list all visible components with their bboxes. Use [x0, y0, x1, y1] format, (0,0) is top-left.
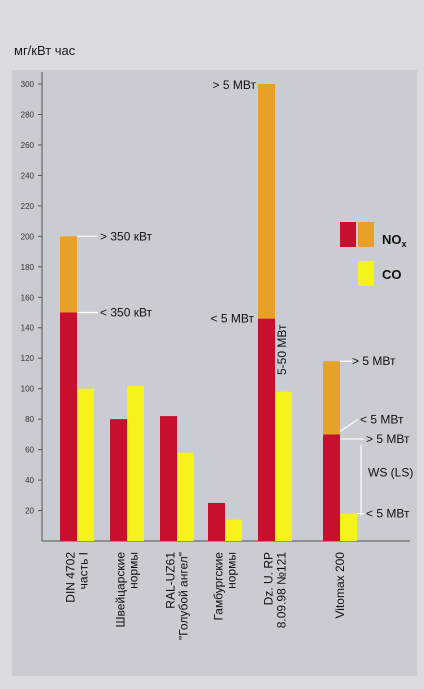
- y-tick-label: 80: [25, 415, 34, 424]
- y-tick-label: 140: [21, 324, 35, 333]
- category-label: RAL-UZ61: [164, 552, 178, 609]
- legend-label-nox: NOx: [382, 232, 407, 249]
- category-label: Vitomax 200: [333, 552, 347, 619]
- y-tick-label: 280: [21, 110, 35, 119]
- y-tick-label: 60: [25, 446, 34, 455]
- bar-co: [127, 385, 144, 541]
- y-tick-label: 20: [25, 507, 34, 516]
- bar-co: [340, 513, 357, 541]
- legend-label-nox-sub: x: [402, 239, 407, 249]
- y-axis-label: мг/кВт час: [14, 43, 76, 58]
- y-tick-label: 220: [21, 202, 35, 211]
- legend-swatch-co: [358, 261, 374, 286]
- y-tick-label: 260: [21, 141, 35, 150]
- annotation-label: < 5 МВт: [366, 507, 410, 521]
- y-tick-label: 300: [21, 80, 35, 89]
- bar-nox-upper: [60, 236, 77, 313]
- y-tick-label: 120: [21, 354, 35, 363]
- y-tick-label: 180: [21, 263, 35, 272]
- legend-swatch-nox-red: [340, 222, 356, 247]
- bar-nox-lower: [160, 416, 177, 541]
- annotation-label: > 5 МВт: [352, 354, 396, 368]
- bar-nox-lower: [110, 419, 127, 541]
- bar-co: [177, 452, 194, 541]
- y-tick-label: 200: [21, 232, 35, 241]
- annotation-label: < 350 кВт: [100, 306, 153, 320]
- legend-label-nox-main: NO: [382, 232, 402, 247]
- category-label: Dz. U. RP: [262, 552, 276, 605]
- category-label: Гамбургские: [212, 552, 226, 621]
- y-tick-label: 160: [21, 293, 35, 302]
- category-label: Швейцарские: [114, 552, 128, 628]
- annotation-leader: [339, 418, 359, 432]
- annotation-label: > 350 кВт: [100, 229, 153, 243]
- annotation-label: < 5 МВт: [211, 312, 255, 326]
- bar-nox-lower: [323, 434, 340, 541]
- category-label: нормы: [225, 552, 239, 589]
- bar-nox-lower: [208, 502, 225, 541]
- y-tick-label: 240: [21, 171, 35, 180]
- plot-panel: [12, 70, 417, 676]
- category-label: "Голубой ангел": [177, 552, 191, 640]
- legend-swatch-nox-orange: [358, 222, 374, 247]
- bar-nox-upper: [258, 84, 275, 319]
- bar-nox-lower: [60, 312, 77, 541]
- y-tick-label: 40: [25, 476, 34, 485]
- y-tick-label: 100: [21, 385, 35, 394]
- legend-label-co: CO: [382, 267, 402, 282]
- bar-co: [77, 388, 94, 541]
- category-label: DIN 4702: [64, 552, 78, 603]
- annotation-label: WS (LS): [368, 465, 413, 479]
- bar-co: [225, 519, 242, 541]
- annotation-label: < 5 МВт: [360, 412, 404, 426]
- bar-co: [275, 391, 292, 541]
- bar-nox-lower: [258, 318, 275, 541]
- annotation-label: 5-50 МВт: [275, 324, 289, 375]
- category-label: часть I: [77, 552, 91, 589]
- bar-nox-upper: [323, 361, 340, 435]
- annotation-label: > 5 МВт: [213, 78, 257, 92]
- annotation-label: > 5 МВт: [366, 432, 410, 446]
- category-label: 8.09.98 №121: [275, 552, 289, 629]
- category-label: нормы: [127, 552, 141, 589]
